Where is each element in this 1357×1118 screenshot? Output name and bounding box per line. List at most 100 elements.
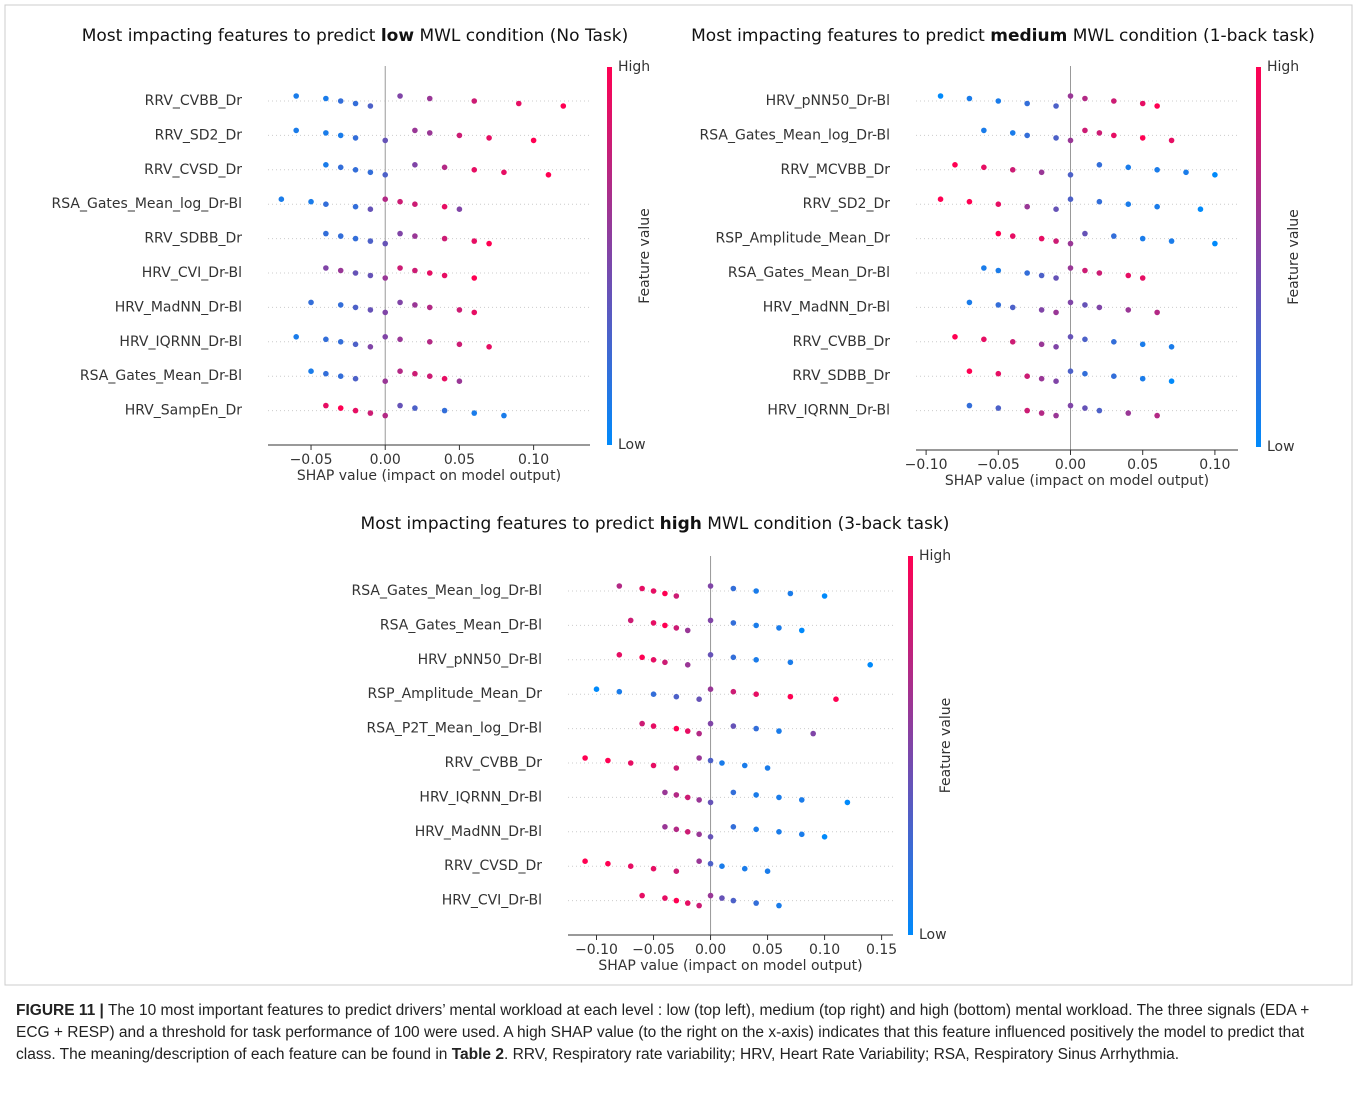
shap-dot: [456, 206, 463, 212]
shap-dot: [650, 657, 657, 663]
shap-dot: [1212, 172, 1218, 178]
shap-dot: [995, 201, 1002, 207]
feature-label: HRV_pNN50_Dr-Bl: [418, 652, 542, 668]
shap-dot: [616, 652, 623, 658]
shap-dot: [730, 723, 737, 729]
title-part: low: [381, 26, 415, 46]
shap-dot: [426, 130, 433, 136]
colorbar-low: Low: [618, 437, 646, 453]
shap-dot: [545, 172, 552, 178]
shap-dot: [662, 895, 668, 901]
feature-label: RRV_SDBB_Dr: [144, 231, 242, 247]
shap-dot: [787, 590, 794, 597]
shap-dot: [650, 588, 657, 594]
feature-label: RRV_MCVBB_Dr: [781, 162, 891, 178]
shap-dot: [367, 103, 374, 109]
shap-dot: [1125, 201, 1132, 207]
shap-dot: [1082, 370, 1088, 377]
shap-dot: [1183, 169, 1189, 176]
shap-dot: [1067, 137, 1074, 144]
shap-dot: [412, 370, 418, 377]
x-tick-label: −0.05: [632, 942, 675, 958]
shap-dot: [582, 858, 588, 864]
shap-dot: [684, 794, 691, 801]
shap-dot: [833, 696, 839, 702]
shap-dot: [293, 127, 299, 134]
shap-dot: [684, 829, 691, 835]
shap-dot: [966, 402, 973, 409]
feature-label: RRV_CVBB_Dr: [445, 755, 543, 771]
shap-dot: [719, 895, 725, 901]
shap-dot: [1038, 307, 1045, 313]
shap-dot: [1038, 375, 1045, 382]
shap-dot: [1111, 373, 1117, 380]
shap-dot: [650, 865, 657, 872]
shap-dot: [1154, 103, 1160, 109]
shap-dot: [1139, 375, 1146, 382]
shap-dot: [352, 270, 359, 276]
shap-dot: [530, 137, 537, 144]
x-tick-label: 0.10: [518, 452, 549, 468]
shap-dot: [730, 654, 737, 661]
shap-dot: [582, 755, 588, 761]
x-axis-label: SHAP value (impact on model output): [945, 473, 1209, 489]
shap-dot: [1067, 196, 1074, 202]
shap-dot: [730, 688, 737, 695]
shap-dot: [397, 299, 403, 306]
title-part: Most impacting features to predict: [691, 26, 985, 46]
shap-dot: [367, 344, 374, 350]
shap-dot: [1096, 162, 1103, 168]
feature-label: HRV_MadNN_Dr-Bl: [115, 299, 242, 315]
colorbar-high: High: [618, 59, 650, 75]
shap-dot: [1038, 235, 1045, 242]
feature-label: RSA_Gates_Mean_Dr-Bl: [80, 368, 242, 384]
chart-title: Most impacting features to predict mediu…: [691, 26, 1315, 46]
shap-dot: [605, 860, 611, 867]
shap-dot: [412, 405, 418, 411]
shap-dot: [1053, 135, 1059, 141]
shap-dot: [337, 233, 344, 239]
shap-dot: [337, 164, 344, 171]
title-part: MWL condition (No Task): [419, 26, 628, 46]
shap-dot: [1067, 299, 1074, 306]
shap-dot: [719, 863, 725, 869]
shap-dot: [337, 373, 344, 380]
shap-dot: [1139, 275, 1146, 281]
shap-dot: [995, 370, 1002, 377]
shap-dot: [966, 198, 973, 205]
caption: FIGURE 11 | The 10 most important featur…: [16, 1000, 1341, 1066]
shap-dot: [639, 654, 645, 661]
x-tick-label: −0.05: [290, 452, 333, 468]
shap-dot: [1009, 233, 1016, 239]
shap-dot: [707, 757, 714, 764]
feature-label: RRV_SD2_Dr: [803, 196, 891, 212]
colorbar: [1256, 67, 1261, 447]
shap-dot: [1024, 100, 1030, 107]
shap-dot: [707, 583, 714, 589]
feature-label: RSP_Amplitude_Mean_Dr: [368, 686, 543, 702]
colorbar-label: Feature value: [938, 698, 954, 794]
feature-label: HRV_CVI_Dr-Bl: [442, 893, 542, 909]
shap-dot: [696, 858, 702, 864]
feature-label: HRV_IQRNN_Dr-Bl: [419, 789, 542, 805]
shap-dot: [673, 792, 680, 798]
shap-dot: [662, 590, 668, 597]
shap-dot: [1067, 172, 1074, 178]
title-part: medium: [990, 26, 1067, 46]
shap-dot: [441, 235, 448, 242]
feature-label: HRV_MadNN_Dr-Bl: [415, 824, 542, 840]
shap-dot: [323, 336, 329, 343]
colorbar-label: Feature value: [1286, 209, 1302, 305]
shap-dot: [673, 868, 680, 874]
caption-label: FIGURE 11 |: [16, 1002, 104, 1019]
shap-dot: [1053, 238, 1059, 244]
figure-frame: [4, 4, 1353, 986]
shap-dot: [1082, 405, 1088, 411]
shap-dot: [456, 341, 463, 348]
shap-dot: [1197, 206, 1204, 212]
x-tick-label: −0.10: [905, 457, 948, 473]
shap-dot: [730, 897, 737, 904]
shap-dot: [1067, 334, 1074, 340]
shap-dot: [486, 135, 492, 141]
